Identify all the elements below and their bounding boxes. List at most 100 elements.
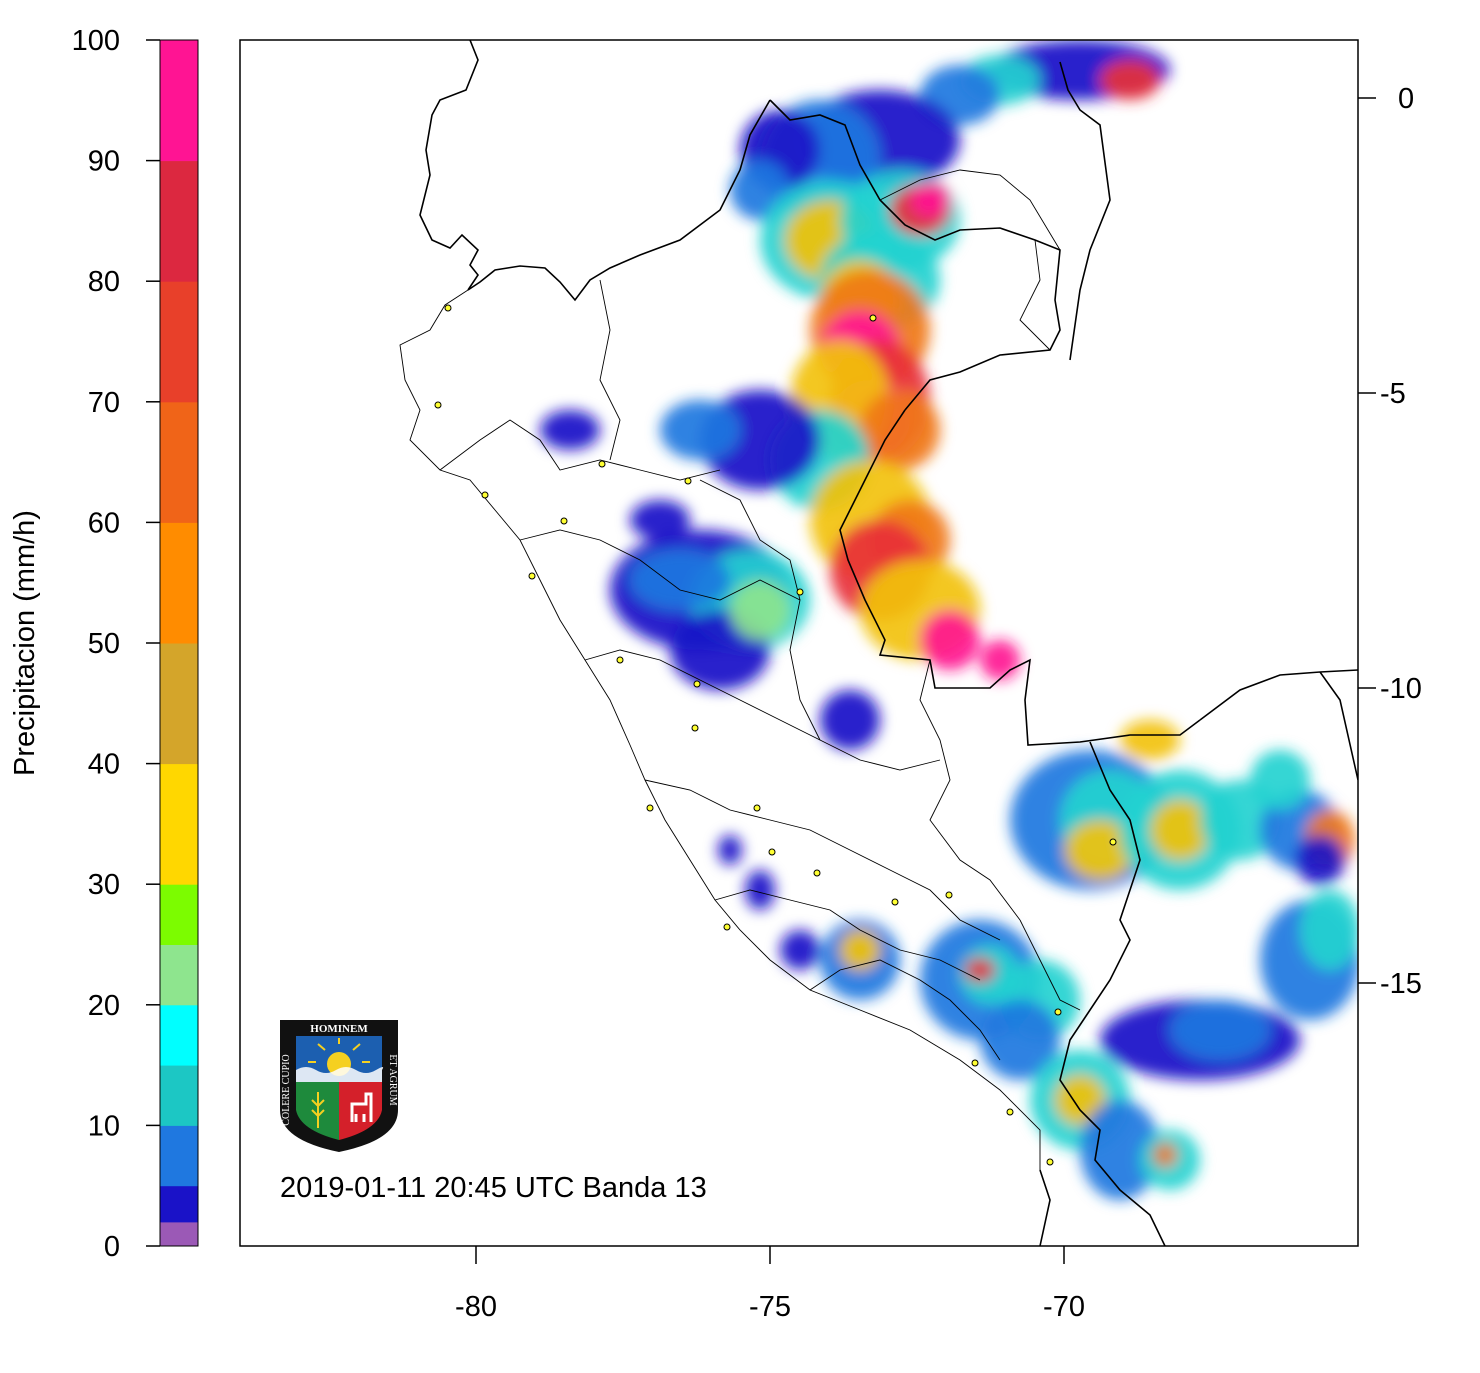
sun-rays-icon [308, 1038, 370, 1063]
border-brazil-colombia [1059, 61, 1111, 361]
city-marker [684, 477, 692, 485]
colorbar-band [160, 40, 198, 162]
colorbar-band [160, 522, 198, 644]
colorbar-tick-label: 100 [72, 25, 120, 57]
logo-motto-right: ET AGRUM [387, 1054, 398, 1105]
colorbar-tick-label: 20 [88, 990, 120, 1022]
colorbar-band [160, 1065, 198, 1126]
city-marker [444, 304, 452, 312]
border-peru-bolivia [1059, 741, 1166, 1246]
city-marker [891, 898, 899, 906]
city-marker [796, 588, 804, 596]
precip-cell [920, 610, 980, 670]
x-tick-label: -75 [749, 1291, 791, 1323]
x-tick-label: -80 [455, 1291, 497, 1323]
region-line-2 [519, 529, 801, 601]
country-borders [419, 40, 1358, 1246]
colorbar-tick-label: 70 [88, 387, 120, 419]
city-marker [691, 724, 699, 732]
y-axis [1358, 97, 1376, 984]
logo-motto-left: COLERE CUPIO [281, 1054, 292, 1125]
region-line-9 [919, 659, 1021, 921]
border-brazil-bolivia [1319, 671, 1358, 781]
map-caption: 2019-01-11 20:45 UTC Banda 13 [280, 1172, 707, 1204]
city-marker [598, 460, 606, 468]
precip-cell [840, 930, 880, 970]
y-tick-label: 0 [1398, 83, 1414, 115]
logo-motto-top: HOMINEM [310, 1023, 368, 1035]
x-axis [475, 1246, 1065, 1264]
region-line-7 [599, 279, 621, 461]
colorbar-band [160, 160, 198, 282]
colorbar-tick-label: 0 [104, 1231, 120, 1263]
colorbar-band [160, 281, 198, 403]
colorbar-tick-label: 60 [88, 507, 120, 539]
precip-cell [630, 500, 690, 540]
waves-icon [296, 1067, 384, 1082]
city-marker [1109, 838, 1117, 846]
colorbar-band [160, 763, 198, 885]
precip-cell [1295, 835, 1345, 885]
city-marker [753, 804, 761, 812]
precip-cell [1080, 1100, 1160, 1200]
precipitation-field [540, 40, 1358, 1200]
y-tick-label: -5 [1380, 378, 1406, 410]
brazil-internal [1019, 239, 1051, 351]
city-marker [481, 491, 489, 499]
city-marker [723, 923, 731, 931]
precip-cell [660, 400, 740, 460]
university-logo: HOMINEM COLERE CUPIO ET AGRUM [280, 1020, 398, 1152]
colorbar-band [160, 1185, 198, 1223]
city-marker [813, 869, 821, 877]
precip-cell [630, 550, 730, 610]
wheat-icon [311, 1092, 325, 1128]
city-marker [1054, 1008, 1062, 1016]
colorbar-band [160, 944, 198, 1006]
region-line-10 [1019, 919, 1081, 1011]
precip-cell [1153, 1143, 1177, 1167]
city-marker [528, 572, 536, 580]
region-line-8 [699, 479, 821, 741]
city-marker [693, 680, 701, 688]
precip-cell [540, 410, 600, 450]
colorbar-band [160, 643, 198, 765]
y-tick-label: -10 [1380, 673, 1422, 705]
border-chile [1039, 1169, 1051, 1246]
city-marker [1046, 1158, 1054, 1166]
city-marker [434, 401, 442, 409]
region-line-4 [644, 779, 1001, 941]
border-peru-ecuador [467, 99, 771, 302]
colorbar-tick-label: 10 [88, 1110, 120, 1142]
precip-cell [860, 390, 940, 470]
colorbar-band [160, 1125, 198, 1187]
border-peru-colombia [769, 99, 1061, 411]
colorbar-band [160, 401, 198, 523]
colorbar-title: Precipitacion (mm/h) [9, 510, 41, 776]
llama-icon [350, 1092, 373, 1122]
colorbar-tick-label: 40 [88, 749, 120, 781]
map-frame [239, 39, 1359, 1247]
colorbar-band [160, 1004, 198, 1066]
colorbar-band [160, 1221, 198, 1247]
city-marker [869, 314, 877, 322]
precip-cell [730, 580, 790, 640]
precip-cell [780, 930, 820, 970]
map-panel [239, 39, 1359, 1247]
colorbar-tick-label: 50 [88, 628, 120, 660]
precip-cell [1150, 800, 1210, 860]
border-peru-brazil [839, 409, 1201, 746]
region-line-3 [584, 649, 941, 771]
precip-cell [745, 870, 775, 910]
precip-cell [718, 835, 742, 865]
precip-cell [1100, 60, 1160, 100]
y-tick-label: -15 [1380, 968, 1422, 1000]
city-marker [1006, 1108, 1014, 1116]
colorbar-tick-label: 30 [88, 869, 120, 901]
city-marker [646, 804, 654, 812]
city-marker [768, 848, 776, 856]
precipitation-colorbar [159, 39, 199, 1247]
colorbar-ticks: 0 10 20 30 40 50 60 70 80 90 100 [72, 25, 160, 1263]
precip-cell [965, 958, 995, 982]
precip-cell [1055, 1075, 1105, 1125]
